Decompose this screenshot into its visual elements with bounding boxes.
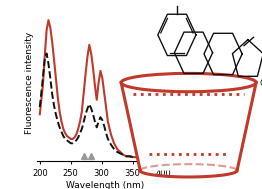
Text: OH: OH <box>259 79 262 88</box>
Ellipse shape <box>121 73 256 92</box>
Polygon shape <box>121 83 256 170</box>
X-axis label: Wavelength (nm): Wavelength (nm) <box>66 181 144 189</box>
Y-axis label: Fluorescence intensity: Fluorescence intensity <box>25 32 34 134</box>
